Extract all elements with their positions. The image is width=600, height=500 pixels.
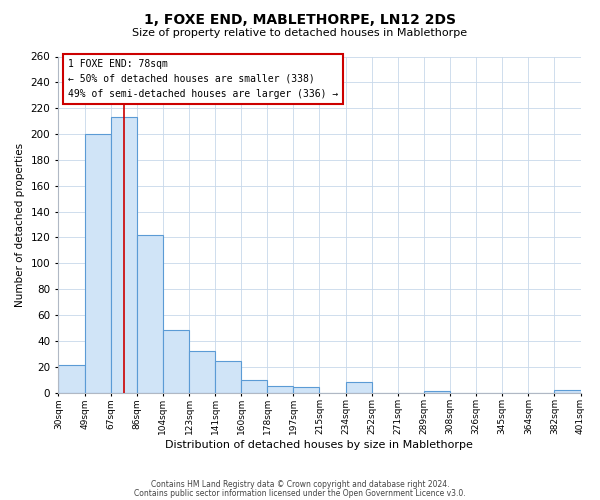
- X-axis label: Distribution of detached houses by size in Mablethorpe: Distribution of detached houses by size …: [165, 440, 473, 450]
- Text: 1, FOXE END, MABLETHORPE, LN12 2DS: 1, FOXE END, MABLETHORPE, LN12 2DS: [144, 12, 456, 26]
- Bar: [163, 330, 189, 392]
- Bar: [554, 390, 581, 392]
- Bar: [215, 362, 241, 392]
- Bar: [110, 117, 137, 392]
- Bar: [189, 351, 215, 393]
- Bar: [346, 382, 371, 392]
- Y-axis label: Number of detached properties: Number of detached properties: [15, 142, 25, 306]
- Text: Contains public sector information licensed under the Open Government Licence v3: Contains public sector information licen…: [134, 488, 466, 498]
- Bar: [293, 388, 319, 392]
- Text: 1 FOXE END: 78sqm
← 50% of detached houses are smaller (338)
49% of semi-detache: 1 FOXE END: 78sqm ← 50% of detached hous…: [68, 59, 338, 98]
- Bar: [424, 391, 450, 392]
- Bar: [85, 134, 110, 392]
- Text: Contains HM Land Registry data © Crown copyright and database right 2024.: Contains HM Land Registry data © Crown c…: [151, 480, 449, 489]
- Bar: [241, 380, 267, 392]
- Text: Size of property relative to detached houses in Mablethorpe: Size of property relative to detached ho…: [133, 28, 467, 38]
- Bar: [267, 386, 293, 392]
- Bar: [58, 366, 85, 392]
- Bar: [137, 235, 163, 392]
